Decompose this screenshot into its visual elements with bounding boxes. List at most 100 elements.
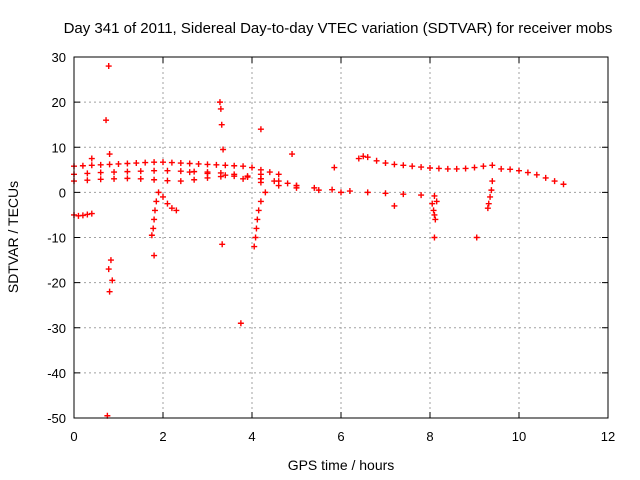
data-point — [88, 210, 95, 217]
data-point — [124, 175, 131, 182]
data-point — [284, 180, 291, 187]
y-tick-label: 10 — [52, 140, 66, 155]
data-point — [331, 164, 338, 171]
y-tick-label: -50 — [47, 411, 66, 426]
data-point — [257, 171, 264, 178]
data-point — [249, 164, 255, 171]
data-point — [84, 211, 91, 218]
data-point — [168, 159, 175, 166]
series-track-upper-long — [71, 159, 282, 178]
data-point — [111, 175, 118, 182]
data-point — [444, 165, 451, 172]
data-point — [346, 188, 353, 195]
data-point — [551, 178, 558, 185]
data-point — [373, 157, 380, 164]
y-tick-label: -10 — [47, 231, 66, 246]
data-point — [111, 169, 118, 176]
data-point — [275, 182, 282, 189]
data-point — [216, 99, 223, 106]
data-point — [106, 151, 113, 158]
data-point — [195, 160, 202, 167]
data-point — [204, 170, 211, 177]
data-point — [124, 160, 131, 167]
data-point — [431, 192, 438, 199]
data-point — [516, 167, 522, 174]
data-point — [173, 207, 180, 214]
data-point — [251, 243, 258, 250]
x-tick-label: 10 — [512, 429, 526, 444]
data-point — [257, 198, 264, 205]
data-point — [103, 117, 110, 124]
data-point — [213, 161, 220, 168]
data-point — [84, 170, 91, 177]
data-point — [289, 151, 296, 158]
data-point — [164, 200, 171, 207]
data-point — [360, 153, 367, 160]
data-point — [244, 174, 251, 181]
data-point — [177, 168, 184, 175]
data-point — [560, 181, 567, 188]
data-point — [432, 216, 439, 223]
data-point — [435, 165, 442, 172]
y-tick-labels: -50 -40 -30 -20 -10 0 10 20 30 — [47, 50, 66, 426]
data-point — [151, 252, 158, 259]
data-point — [240, 163, 247, 170]
data-point — [488, 187, 495, 194]
data-point — [153, 198, 160, 205]
series-track-descending-1 — [257, 171, 438, 199]
data-point — [507, 166, 514, 173]
data-points — [71, 63, 567, 419]
x-axis-label: GPS time / hours — [288, 457, 395, 473]
data-point — [418, 164, 425, 171]
data-point — [79, 162, 86, 169]
data-point — [453, 165, 460, 172]
data-point — [364, 189, 371, 196]
y-tick-label: -40 — [47, 366, 66, 381]
data-point — [133, 160, 140, 167]
y-tick-label: 0 — [59, 185, 66, 200]
data-point — [462, 165, 469, 172]
data-point — [177, 160, 184, 167]
data-point — [382, 190, 389, 197]
data-point — [293, 184, 300, 191]
data-point — [231, 173, 238, 180]
y-tick-label: 30 — [52, 50, 66, 65]
data-point — [431, 211, 438, 218]
data-point — [97, 169, 104, 176]
grid-lines — [74, 57, 608, 418]
data-point — [484, 205, 491, 212]
data-point — [231, 162, 238, 169]
data-point — [480, 163, 487, 170]
data-point — [160, 159, 166, 166]
data-point — [222, 162, 229, 169]
data-point — [164, 167, 171, 174]
data-point — [427, 165, 433, 172]
data-point — [311, 184, 318, 191]
data-point — [533, 171, 540, 178]
data-point — [105, 266, 112, 273]
series-track-mid-long — [71, 167, 300, 189]
data-point — [142, 159, 149, 166]
data-point — [253, 225, 260, 232]
data-point — [88, 162, 95, 169]
data-point — [105, 63, 112, 70]
data-point — [364, 154, 371, 161]
data-point — [155, 189, 162, 196]
x-tick-label: 0 — [70, 429, 77, 444]
data-point — [186, 160, 193, 167]
data-point — [431, 234, 438, 241]
y-tick-label: -30 — [47, 321, 66, 336]
data-point — [151, 207, 158, 214]
data-point — [262, 189, 269, 196]
data-point — [168, 205, 175, 212]
series-track-late-evening — [355, 153, 496, 172]
data-point — [137, 168, 144, 175]
data-point — [106, 161, 113, 168]
series-dip-near-4.1 — [251, 189, 269, 250]
data-point — [524, 169, 531, 176]
x-tick-label: 8 — [426, 429, 433, 444]
data-point — [498, 165, 505, 172]
series-spike-near-9.4 — [484, 178, 496, 212]
data-point — [382, 160, 389, 167]
